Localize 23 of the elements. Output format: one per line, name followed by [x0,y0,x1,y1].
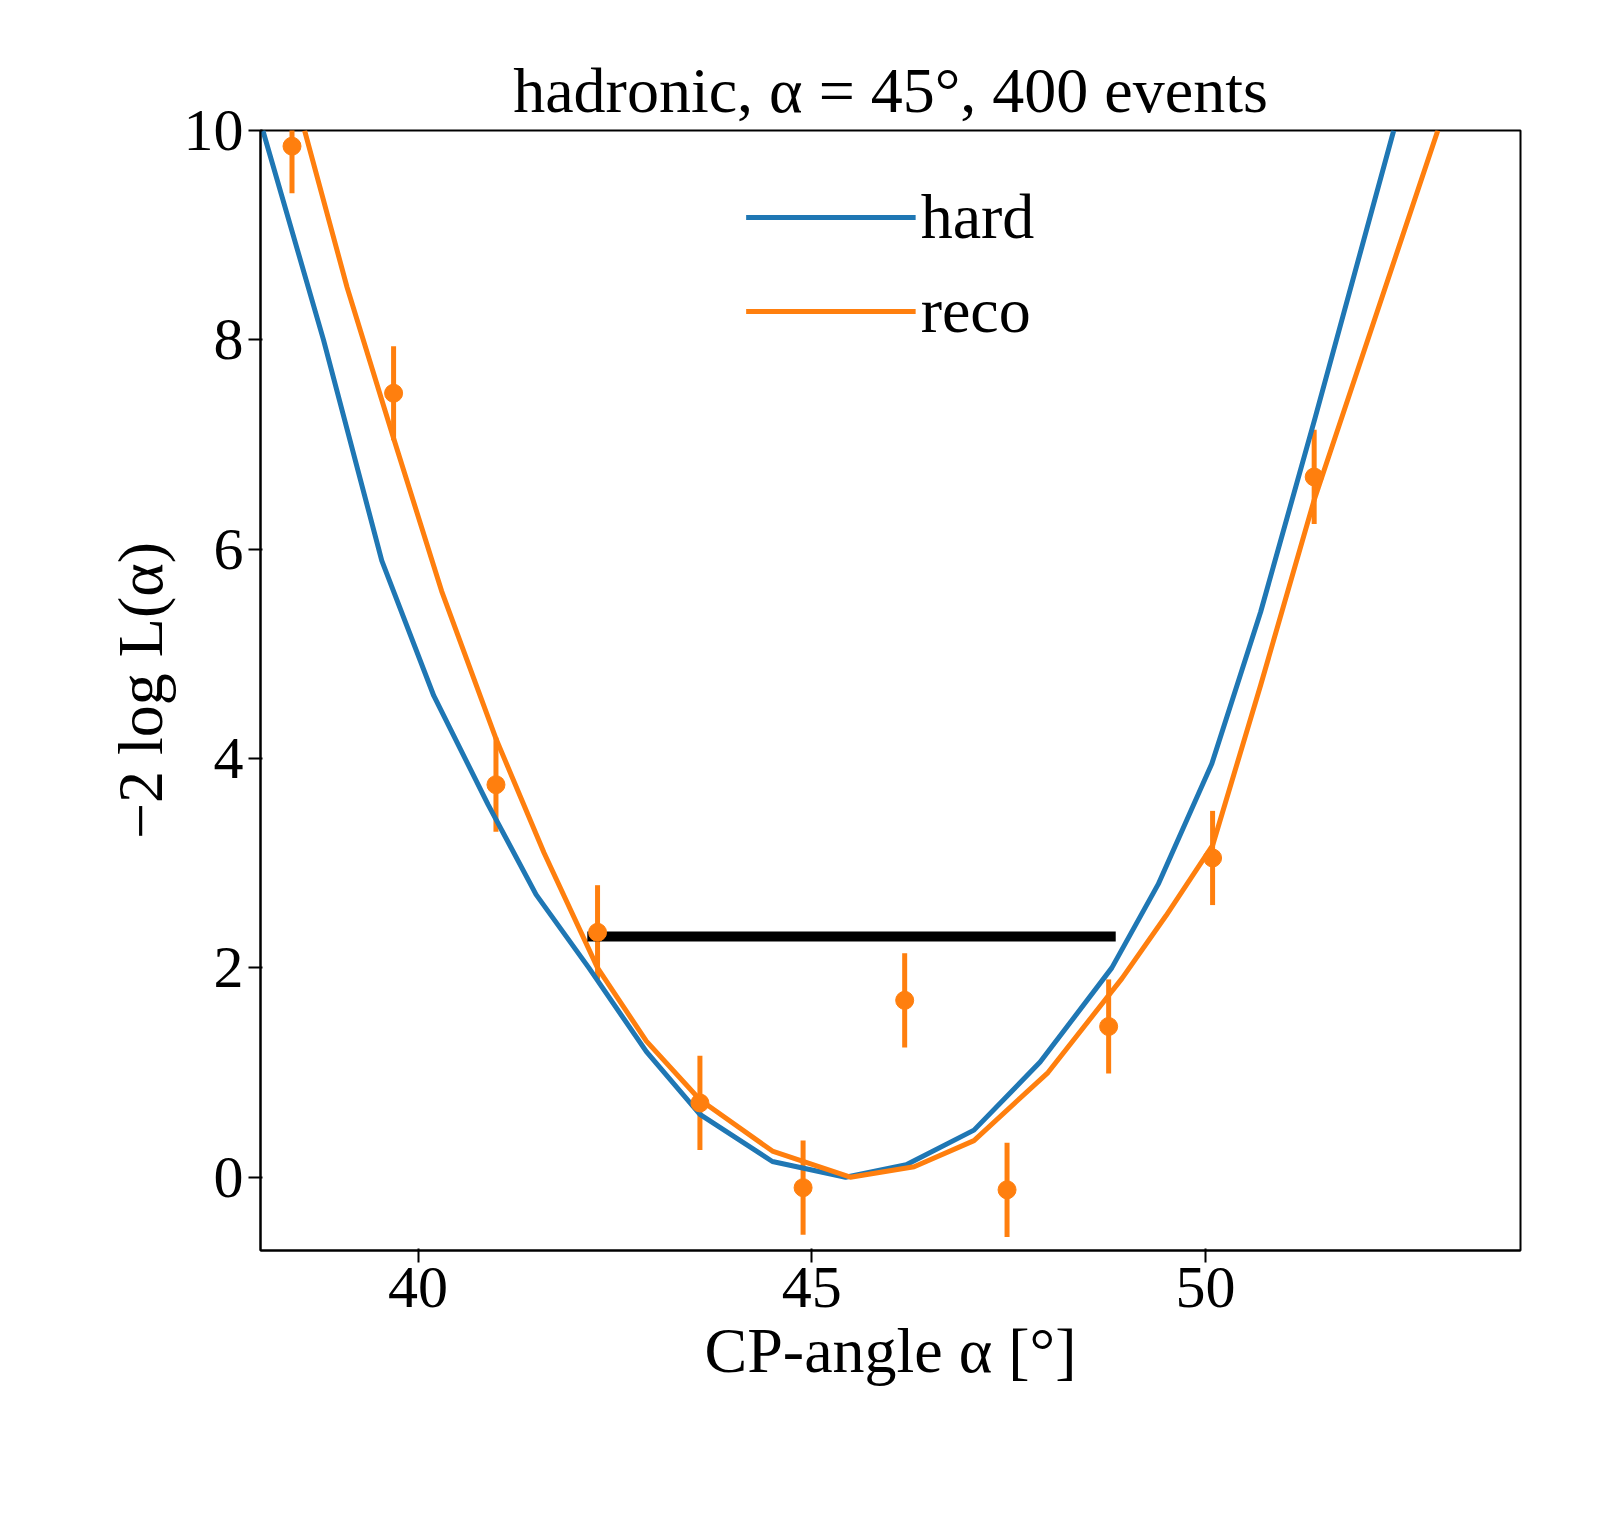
point [1203,848,1223,868]
x-tick-label: 40 [388,1253,448,1320]
legend-label: hard [920,180,1035,254]
y-tick-label: 10 [183,97,244,163]
point [282,136,302,156]
point [793,1178,813,1198]
y-axis-title: −2 log L(α) [104,541,176,840]
point [588,922,608,942]
y-tick-label: 8 [213,306,244,373]
y-tick-label: 4 [213,725,244,792]
x-tick-label: 50 [1175,1253,1236,1320]
point [895,990,915,1010]
point [1304,467,1324,487]
point [997,1180,1017,1200]
legend-label: reco [920,274,1031,348]
point [1099,1017,1119,1036]
y-tick-label: 2 [213,934,244,1001]
point [486,775,506,795]
point [384,383,404,403]
y-tick-label: 0 [213,1143,244,1210]
y-tick-label: 6 [213,515,244,582]
point [690,1093,710,1113]
chart-title: hadronic, α = 45°, 400 events [513,54,1268,126]
